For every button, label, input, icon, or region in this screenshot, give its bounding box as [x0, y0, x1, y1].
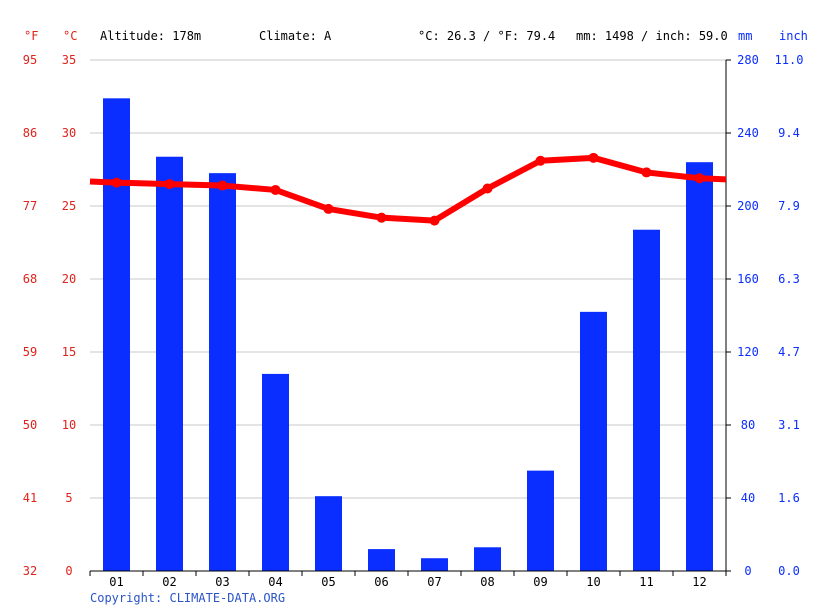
temperature-point	[164, 179, 175, 190]
temperature-point	[482, 183, 493, 194]
month-tick-label: 04	[268, 575, 282, 589]
celsius-tick-label: 25	[62, 199, 76, 213]
month-tick-label: 10	[586, 575, 600, 589]
mm-tick-label: 160	[737, 272, 759, 286]
temperature-curve	[89, 154, 727, 224]
inch-tick-label: 3.1	[778, 418, 800, 432]
precipitation-bar	[633, 229, 660, 571]
mm-tick-label: 120	[737, 345, 759, 359]
altitude-label: Altitude: 178m	[100, 29, 201, 43]
precipitation-bar	[580, 311, 607, 571]
axes	[89, 59, 731, 576]
temperature-point	[217, 180, 228, 191]
month-tick-label: 05	[321, 575, 335, 589]
temperature-point	[323, 203, 334, 214]
climate-label: Climate: A	[259, 29, 332, 43]
temperature-point	[641, 167, 652, 178]
celsius-tick-label: 35	[62, 53, 76, 67]
month-tick-label: 07	[427, 575, 441, 589]
precipitation-bar	[209, 173, 236, 571]
month-tick-label: 02	[162, 575, 176, 589]
month-tick-label: 01	[109, 575, 123, 589]
fahrenheit-tick-label: 41	[23, 491, 37, 505]
month-tick-label: 08	[480, 575, 494, 589]
celsius-tick-label: 5	[65, 491, 72, 505]
precipitation-bar	[262, 373, 289, 571]
inch-tick-label: 6.3	[778, 272, 800, 286]
fahrenheit-tick-label: 68	[23, 272, 37, 286]
millimeter-unit-label: mm	[738, 29, 752, 43]
temperature-line	[89, 152, 727, 226]
month-tick-label: 12	[692, 575, 706, 589]
precipitation-bar	[156, 156, 183, 571]
fahrenheit-tick-label: 32	[23, 564, 37, 578]
mm-tick-label: 280	[737, 53, 759, 67]
temperature-point	[588, 152, 599, 163]
precipitation-bar	[103, 98, 130, 571]
fahrenheit-tick-label: 77	[23, 199, 37, 213]
mm-tick-label: 40	[741, 491, 755, 505]
celsius-tick-label: 0	[65, 564, 72, 578]
temperature-summary: °C: 26.3 / °F: 79.4	[418, 29, 555, 43]
mm-tick-label: 240	[737, 126, 759, 140]
month-tick-label: 11	[639, 575, 653, 589]
temperature-point	[111, 177, 122, 188]
temperature-point	[535, 155, 546, 166]
inch-unit-label: inch	[779, 29, 808, 43]
celsius-tick-label: 30	[62, 126, 76, 140]
precipitation-bar	[315, 496, 342, 571]
celsius-tick-label: 20	[62, 272, 76, 286]
fahrenheit-tick-label: 95	[23, 53, 37, 67]
temperature-point	[376, 212, 387, 223]
inch-tick-label: 4.7	[778, 345, 800, 359]
precipitation-bar	[421, 558, 448, 571]
temperature-point	[270, 184, 281, 195]
precipitation-summary: mm: 1498 / inch: 59.0	[576, 29, 728, 43]
inch-tick-label: 9.4	[778, 126, 800, 140]
fahrenheit-tick-label: 50	[23, 418, 37, 432]
inch-tick-label: 0.0	[778, 564, 800, 578]
inch-tick-label: 7.9	[778, 199, 800, 213]
gridlines	[90, 59, 726, 499]
fahrenheit-tick-label: 59	[23, 345, 37, 359]
celsius-unit-label: °C	[63, 29, 77, 43]
fahrenheit-unit-label: °F	[24, 29, 38, 43]
precipitation-bars	[103, 98, 713, 571]
copyright-notice: Copyright: CLIMATE-DATA.ORG	[90, 591, 286, 605]
month-tick-label: 03	[215, 575, 229, 589]
tick-labels: 32 0 0 0.0 41 5 40 1.6 50 10 80 3.1 59 15 120 4.7 68 20 16…	[23, 53, 804, 589]
month-tick-label: 06	[374, 575, 388, 589]
month-tick-label: 09	[533, 575, 547, 589]
mm-tick-label: 200	[737, 199, 759, 213]
temperature-point	[429, 215, 440, 226]
mm-tick-label: 80	[741, 418, 755, 432]
celsius-tick-label: 10	[62, 418, 76, 432]
temperature-point	[694, 173, 705, 184]
precipitation-bar	[474, 547, 501, 571]
inch-tick-label: 1.6	[778, 491, 800, 505]
fahrenheit-tick-label: 86	[23, 126, 37, 140]
inch-tick-label: 11.0	[775, 53, 804, 67]
precipitation-bar	[368, 549, 395, 571]
precipitation-bar	[686, 162, 713, 571]
precipitation-bar	[527, 470, 554, 571]
celsius-tick-label: 15	[62, 345, 76, 359]
mm-tick-label: 0	[744, 564, 751, 578]
